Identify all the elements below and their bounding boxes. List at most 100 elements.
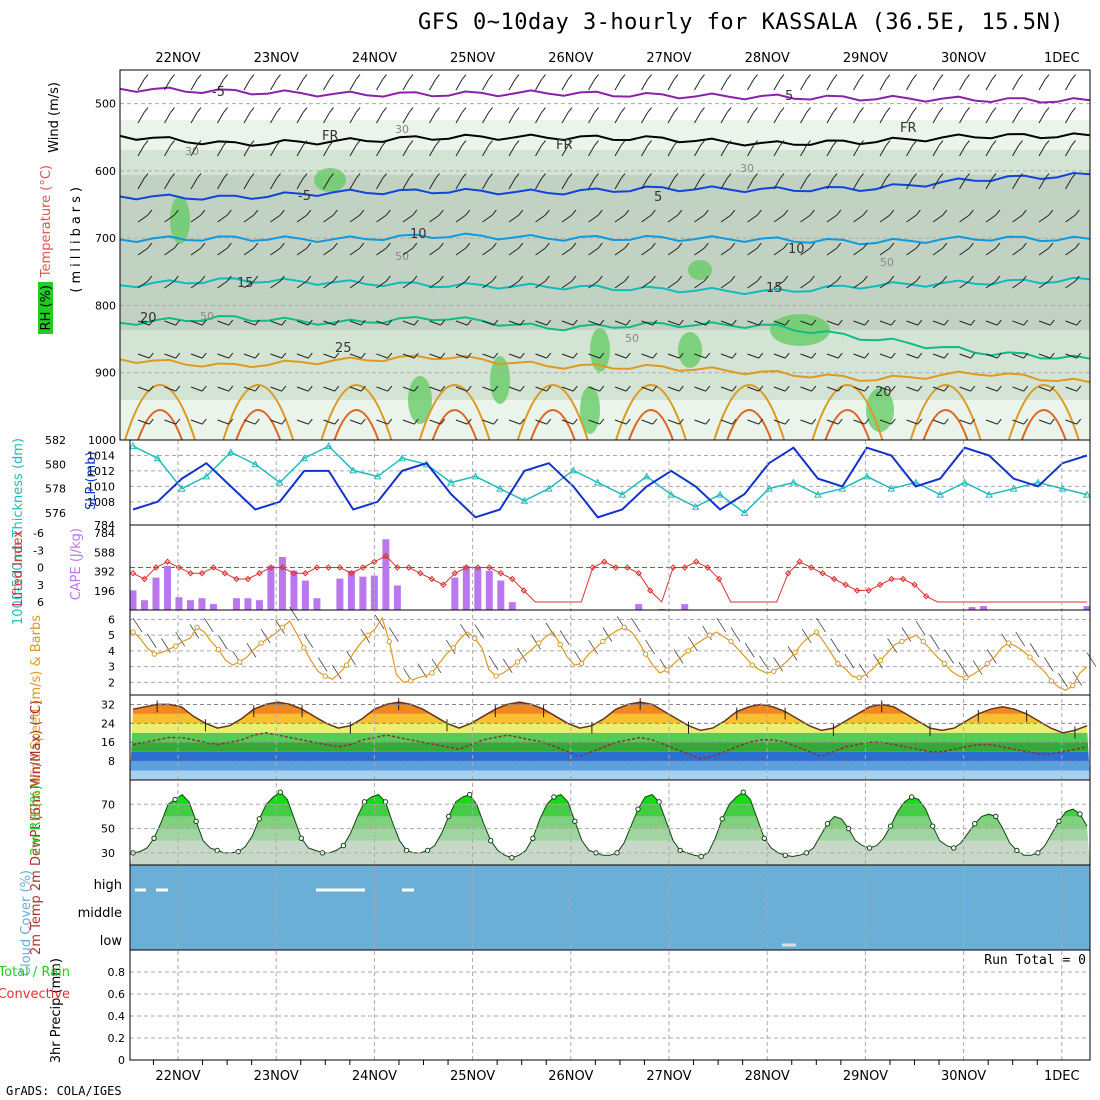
wind-barb [588,112,595,124]
wind-barb-flag [594,74,599,80]
wind-barb-flag [307,352,313,359]
wind-barb [137,320,150,326]
wind-barb [959,280,970,289]
wind-barb [164,386,176,392]
pressure-tick-label: 700 [95,232,116,245]
wind-barb [826,178,834,190]
isotherm-label: -5 [212,85,225,100]
rh2m-point [972,821,978,827]
lifted-index-point [348,570,355,577]
wind-barb [932,79,940,91]
wind-barb [1065,79,1072,91]
wind-barb [853,353,865,359]
wind-speed-point [365,632,371,638]
wind-barb [535,214,546,223]
thickness-point [642,472,651,480]
wind-barb [164,145,171,157]
wind-barb [932,145,940,157]
thickness-point [202,472,211,480]
wind-barb-flag [435,107,440,113]
wind-speed-point [237,659,243,665]
wind-barb-flag [571,275,577,282]
wind-barb-flag [970,418,976,425]
isotherm-30-arch [628,409,674,441]
wind-speed-point [728,638,734,645]
wind-barb [270,353,282,359]
wind-barb [349,214,361,223]
wind-barb [720,145,728,157]
isotherm-30-arch [431,409,478,441]
wind-barb [906,79,913,91]
wind-barb [667,320,680,326]
wind-barb [376,112,383,124]
wind-speed-point [813,629,820,635]
wind-speed-point [856,674,862,681]
wind-barb [667,247,679,256]
wind-barb-flag [223,140,228,146]
wind-barb-flag [1049,319,1055,326]
wind-barb-flag [703,275,709,282]
lifted-index-point [394,564,401,571]
wind-barb [853,280,864,289]
wind-barb-flag [783,209,789,216]
precip-tick-label: 0 [118,1054,125,1067]
wind-barb [773,320,786,326]
wind-barb-flag [678,352,684,359]
wind-barb-flag [726,173,732,179]
wind-barb [1038,353,1051,359]
thickness-point [740,508,749,516]
wind-barb-flag [306,242,312,249]
wind-barb-flag [943,385,949,392]
wind-barb-flag [254,319,260,326]
wind-barb [879,386,892,392]
wind-barb-flag [360,418,366,425]
wind-barb [641,386,653,392]
wind-barb [137,79,145,91]
surface-wind-barb [873,654,883,669]
wind-barb-flag [281,319,287,326]
wind-barb-flag [862,242,868,249]
rh-color-band [130,816,1090,829]
wind-barb-flag [996,319,1002,326]
wind-barb [561,214,573,223]
lifted-index-point [715,575,723,583]
wind-barb [1065,247,1076,256]
wind-barb-flag [281,352,287,359]
wind-barb [323,419,335,425]
isotherm-30-arch [726,409,773,441]
isotherm-30-arch [137,409,183,441]
wind-barb-flag [493,418,499,425]
wind-barb [826,214,838,223]
wind-barb [455,79,463,91]
surface-wind-barb [289,606,299,622]
wind-barb-flag [466,319,472,326]
wind-barb-flag [753,74,758,80]
rh-tick-label: 50 [101,823,115,836]
wind-speed-point [215,646,222,653]
wind-barb-flag [196,74,202,80]
wind-barb [561,280,573,289]
wind-barb [906,386,918,392]
lifted-index-point [681,564,688,571]
wind-barb-flag [461,107,467,113]
surface-wind-barb [858,663,869,678]
isotherm-label: FR [322,129,339,144]
wind-barb-flag [837,385,843,392]
rh-legend-swatch [38,282,53,334]
temp-color-band [130,723,1090,733]
wind-speed-point [557,641,563,648]
wind-barb-flag [594,107,599,113]
wind-barb [349,280,361,289]
wind-barb-flag [200,275,206,282]
wind-barb [932,178,940,190]
wind-barb [826,320,839,326]
wind-barb [402,353,415,359]
wind-barb [1012,214,1023,223]
wind-barb [429,112,436,124]
wind-barb-flag [387,352,393,359]
wind-barb-flag [890,385,896,392]
wind-barb [932,214,944,223]
wind-barb-flag [493,352,499,359]
cape-bar [152,577,160,610]
wind-barb [243,419,256,425]
